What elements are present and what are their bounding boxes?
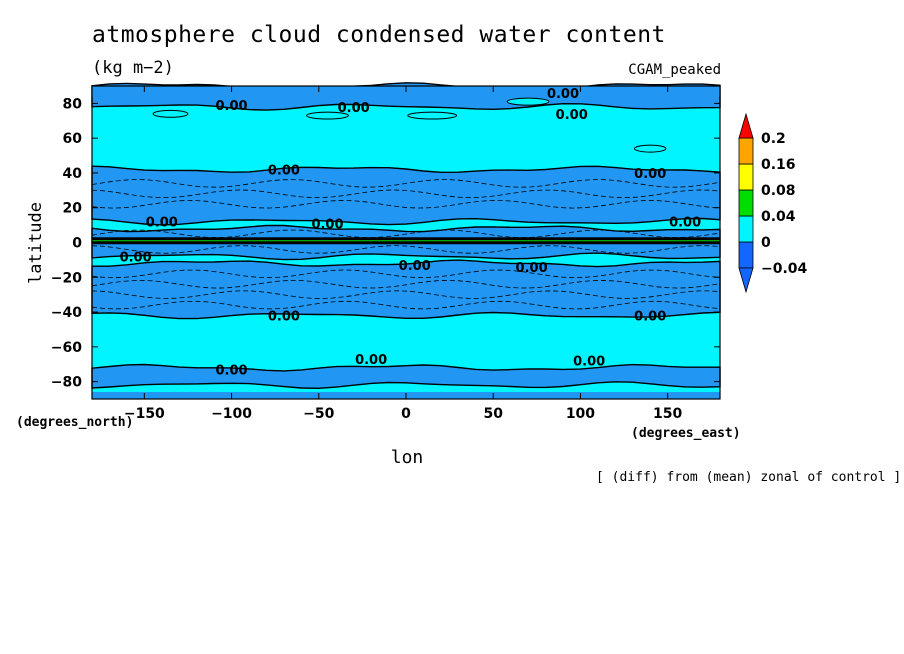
x-tick-label: −150 <box>124 406 165 422</box>
x-tick-label: 0 <box>401 406 411 422</box>
colorbar: 0.2 0.16 0.08 0.04 0 −0.04 <box>738 112 808 294</box>
contour-island <box>306 111 349 120</box>
dashed-contour <box>91 279 721 289</box>
y-tick-label: 40 <box>63 166 83 182</box>
y-tick-label: 80 <box>63 96 83 112</box>
x-tick-label: 50 <box>483 406 503 422</box>
negative-band <box>91 165 721 226</box>
colorbar-label: 0.2 <box>761 131 786 147</box>
colorbar-label: 0.04 <box>761 209 796 225</box>
run-label: CGAM_peaked <box>628 62 721 78</box>
y-tick-label: 20 <box>63 201 83 217</box>
y-tick-label: −80 <box>51 375 82 391</box>
contour-island <box>152 109 189 118</box>
contour-label: 0.00 <box>516 261 548 276</box>
y-tick-label: −40 <box>51 305 82 321</box>
x-axis-unit: (degrees_east) <box>631 426 741 441</box>
contour-label: 0.00 <box>216 99 248 114</box>
y-tick-label: −60 <box>51 340 82 356</box>
contour-island <box>634 144 667 153</box>
dashed-contour <box>91 290 721 299</box>
contour-label: 0.00 <box>547 87 579 102</box>
colorbar-label: 0.16 <box>761 157 796 173</box>
contour-label: 0.00 <box>268 310 300 325</box>
contour-label: 0.00 <box>338 101 370 116</box>
x-tick-label: −100 <box>211 406 252 422</box>
contour-label: 0.00 <box>399 259 431 274</box>
comparison-note: [ (diff) from (mean) zonal of control ] <box>596 470 902 485</box>
y-tick-label: 60 <box>63 131 83 147</box>
contour-label: 0.00 <box>120 250 152 265</box>
colorbar-label: 0 <box>761 235 771 251</box>
contour-label: 0.00 <box>311 217 343 232</box>
chart-units: (kg m−2) <box>92 58 174 78</box>
contour-label: 0.00 <box>634 167 666 182</box>
colorbar-segment <box>738 215 754 243</box>
contour-label: 0.00 <box>355 353 387 368</box>
colorbar-extend-top <box>738 112 754 139</box>
colorbar-extend-bottom <box>738 267 754 294</box>
contour-label: 0.00 <box>268 163 300 178</box>
dashed-contour <box>91 189 721 199</box>
x-tick-label: 100 <box>566 406 595 422</box>
dashed-contour <box>91 269 721 279</box>
contour-label: 0.00 <box>573 355 605 370</box>
dashed-contour <box>91 179 721 188</box>
contour-island <box>506 97 550 106</box>
contour-island <box>407 111 458 120</box>
colorbar-segment <box>738 163 754 191</box>
colorbar-segment <box>738 189 754 217</box>
y-axis-unit: (degrees_north) <box>16 415 134 430</box>
dashed-contour <box>91 229 721 239</box>
colorbar-segment <box>738 241 754 269</box>
plot-area: 0.00 0.00 0.00 0.00 0.00 0.00 0.00 0.00 0.00 0.00… <box>91 82 721 399</box>
colorbar-segment <box>738 137 754 165</box>
x-axis-label: lon <box>390 447 424 468</box>
contour-label: 0.00 <box>556 108 588 123</box>
colorbar-label: −0.04 <box>761 261 808 277</box>
y-tick-label: 0 <box>72 236 82 252</box>
contour-label: 0.00 <box>216 363 248 378</box>
x-tick-label: 150 <box>653 406 682 422</box>
colorbar-label: 0.08 <box>761 183 796 199</box>
dashed-contour <box>91 245 721 254</box>
dashed-contour <box>91 199 721 209</box>
contour-label: 0.00 <box>146 216 178 231</box>
y-tick-label: −20 <box>51 270 82 286</box>
contour-label: 0.00 <box>634 310 666 325</box>
chart-title: atmosphere cloud condensed water content <box>92 22 666 48</box>
contour-label: 0.00 <box>669 216 701 231</box>
x-tick-label: −50 <box>303 406 334 422</box>
dashed-contour <box>91 300 721 310</box>
